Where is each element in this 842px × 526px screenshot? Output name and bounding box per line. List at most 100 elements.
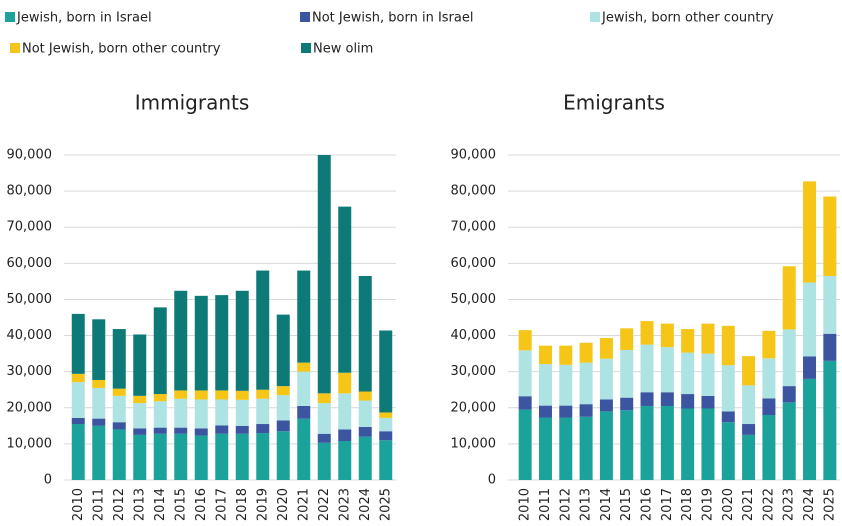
x-tick-label: 2024 [358, 488, 373, 521]
bar-segment [620, 397, 634, 411]
bar-segment [782, 266, 796, 330]
bar-segment [194, 435, 208, 480]
bar-segment [133, 434, 147, 480]
bar-segment [823, 333, 837, 361]
bar-segment [338, 372, 352, 394]
bar-segment [701, 408, 715, 480]
bar-segment [112, 395, 126, 423]
bar-segment [235, 390, 249, 400]
bar-segment [803, 378, 817, 480]
bar-segment [701, 323, 715, 354]
y-tick-label: 40,000 [7, 328, 53, 343]
bar-segment [782, 386, 796, 403]
bar-segment [358, 391, 372, 401]
y-tick-label: 30,000 [451, 364, 497, 379]
bar-segment [640, 392, 654, 406]
bar-segment [823, 360, 837, 480]
bar-segment [782, 329, 796, 387]
bar-segment [701, 395, 715, 409]
bar-segment [579, 342, 593, 363]
y-tick-label: 80,000 [7, 184, 53, 199]
chart-title: Emigrants [563, 91, 665, 115]
x-tick-label: 2021 [741, 488, 756, 521]
bar-segment [174, 398, 188, 428]
x-tick-label: 2011 [538, 488, 553, 521]
bar-segment [640, 344, 654, 393]
bar-segment [276, 386, 290, 396]
bar-segment [518, 396, 532, 410]
bar-segment [71, 424, 85, 480]
bar-segment [235, 290, 249, 391]
y-tick-label: 90,000 [451, 148, 497, 163]
x-tick-label: 2021 [296, 488, 311, 521]
x-tick-label: 2018 [680, 488, 695, 521]
bar-segment [174, 433, 188, 480]
x-tick-label: 2022 [317, 488, 332, 521]
bar-segment [803, 282, 817, 357]
legend-swatch [590, 12, 600, 22]
bar-segment [681, 408, 695, 480]
bar-segment [660, 392, 674, 406]
bar-segment [112, 429, 126, 480]
y-tick-label: 50,000 [7, 292, 53, 307]
y-tick-label: 90,000 [7, 148, 53, 163]
x-tick-label: 2020 [276, 488, 291, 521]
x-tick-label: 2013 [579, 488, 594, 521]
bar-segment [599, 399, 613, 412]
x-tick-label: 2010 [71, 488, 86, 521]
x-tick-label: 2011 [91, 488, 106, 521]
x-tick-label: 2010 [518, 488, 533, 521]
bar-segment [153, 307, 167, 395]
legend-label: New olim [313, 42, 373, 57]
bar-segment [823, 275, 837, 334]
bar-segment [71, 313, 85, 374]
bar-segment [559, 364, 573, 406]
bar-segment [620, 328, 634, 350]
bar-segment [133, 403, 147, 429]
bar-segment [235, 425, 249, 434]
bar-segment [599, 411, 613, 480]
bar-segment [640, 405, 654, 480]
x-tick-label: 2025 [378, 488, 393, 521]
bar-segment [71, 417, 85, 425]
y-tick-label: 20,000 [7, 400, 53, 415]
bar-segment [379, 417, 393, 432]
bar-segment [71, 373, 85, 383]
legend: Jewish, born in Israel Not Jewish, born … [5, 11, 774, 57]
bar-segment [215, 425, 229, 434]
bar-segment [721, 411, 735, 423]
bar-segment [518, 350, 532, 397]
bar-segment [317, 155, 331, 394]
bar-segment [215, 390, 229, 400]
bar-segment [112, 388, 126, 396]
y-tick-label: 20,000 [451, 400, 497, 415]
bar-segment [235, 433, 249, 480]
bar-segment [338, 441, 352, 480]
x-tick-label: 2013 [132, 488, 147, 521]
x-tick-label: 2012 [558, 488, 573, 521]
bar-segment [133, 428, 147, 435]
bar-segment [379, 431, 393, 441]
bar-segment [358, 400, 372, 427]
chart-title: Immigrants [135, 91, 250, 115]
bar-segment [681, 352, 695, 395]
x-tick-label: 2018 [235, 488, 250, 521]
bar-segment [559, 345, 573, 365]
legend-label: Not Jewish, born other country [22, 42, 221, 57]
legend-label: Jewish, born in Israel [16, 11, 152, 26]
bar-segment [133, 334, 147, 396]
bar-segment [317, 433, 331, 443]
bar-segment [721, 325, 735, 366]
bar-segment [256, 270, 270, 390]
bar-segment [297, 371, 311, 406]
bar-segment [721, 365, 735, 412]
bar-segment [276, 431, 290, 480]
bar-segment [174, 427, 188, 434]
bar-segment [762, 415, 776, 480]
bar-segment [559, 417, 573, 480]
bar-segment [620, 350, 634, 398]
bar-segment [297, 405, 311, 419]
bar-segment [276, 314, 290, 387]
x-tick-label: 2012 [112, 488, 127, 521]
